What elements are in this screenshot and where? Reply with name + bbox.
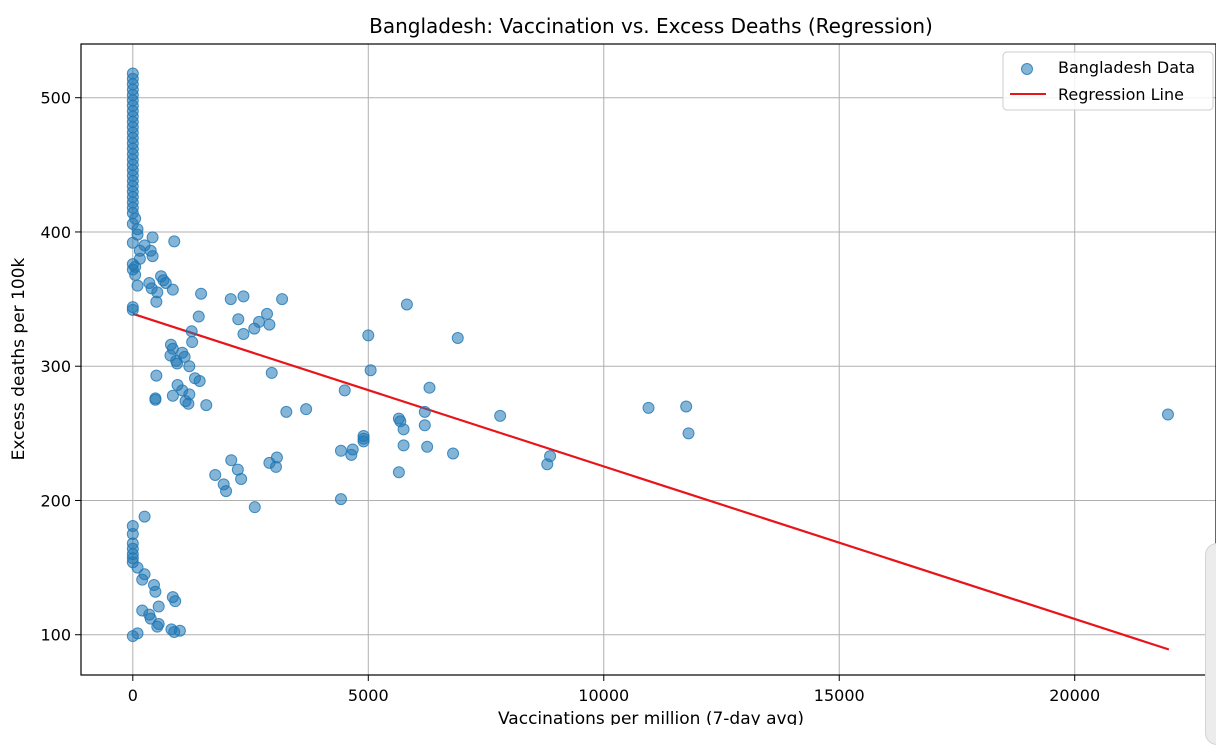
scatter-point <box>235 472 248 485</box>
y-tick-label: 100 <box>40 626 71 645</box>
legend-scatter-label: Bangladesh Data <box>1058 58 1195 77</box>
scatter-point <box>225 454 238 467</box>
scatter-point <box>151 620 164 633</box>
scatter-point <box>166 389 179 402</box>
x-axis-label: Vaccinations per million (7-day avg) <box>498 709 804 725</box>
scatter-point <box>129 268 142 281</box>
scatter-point <box>269 460 282 473</box>
scatter-point <box>362 329 375 342</box>
scatter-point <box>138 510 151 523</box>
x-tick-label: 10000 <box>578 686 629 705</box>
plot-frame <box>80 43 1216 676</box>
scatter-point <box>451 332 464 345</box>
scatter-point <box>541 458 554 471</box>
scatter-point <box>276 293 289 306</box>
scatter-point <box>494 409 507 422</box>
scatter-point <box>263 318 276 331</box>
scatter-point <box>248 501 261 514</box>
scatter-point <box>421 440 434 453</box>
scatter-point <box>334 493 347 506</box>
y-axis: 100 200 300 400 500 <box>40 89 81 645</box>
chart-title: Bangladesh: Vaccination vs. Excess Death… <box>369 14 933 38</box>
scatter-point <box>300 403 313 416</box>
scatter-point <box>261 307 274 320</box>
scatter-point <box>280 405 293 418</box>
y-tick-label: 500 <box>40 89 71 108</box>
scatter-point <box>169 595 182 608</box>
scatter-point <box>418 419 431 432</box>
regression-series <box>132 312 1170 651</box>
scatter-point <box>131 279 144 292</box>
scatter-point <box>447 447 460 460</box>
grid-lines <box>81 44 1216 675</box>
scatter-point <box>364 364 377 377</box>
scatter-point <box>146 250 159 263</box>
scatter-point <box>185 325 198 338</box>
scatter-point <box>126 303 139 316</box>
scatter-point <box>220 485 233 498</box>
scatter-point <box>192 310 205 323</box>
scatter-point <box>423 381 436 394</box>
legend-scatter-marker <box>1021 63 1033 75</box>
scatter-point <box>195 287 208 300</box>
scatter-point <box>186 336 199 349</box>
regression-line <box>132 312 1170 651</box>
scatter-point <box>146 231 159 244</box>
x-tick-label: 20000 <box>1049 686 1100 705</box>
scatter-point <box>168 235 181 248</box>
scatter-point <box>1161 408 1174 421</box>
scatter-point <box>400 298 413 311</box>
y-tick-label: 200 <box>40 491 71 510</box>
scatter-point <box>232 313 245 326</box>
scatter-point <box>183 360 196 373</box>
scatter-point <box>152 600 165 613</box>
y-tick-label: 300 <box>40 357 71 376</box>
scatter-point <box>345 448 358 461</box>
scatter-point <box>149 393 162 406</box>
side-panel-handle[interactable] <box>1205 543 1216 745</box>
scatter-point <box>193 374 206 387</box>
scatter-point <box>397 423 410 436</box>
scatter-point <box>209 468 222 481</box>
scatter-point <box>642 401 655 414</box>
scatter-point <box>149 585 162 598</box>
scatter-point <box>682 427 695 440</box>
scatter-point <box>237 290 250 303</box>
y-axis-label: Excess deaths per 100k <box>9 257 29 460</box>
chart: Bangladesh: Vaccination vs. Excess Death… <box>9 14 1216 725</box>
scatter-point <box>265 366 278 379</box>
scatter-point <box>237 327 250 340</box>
scatter-point <box>136 573 149 586</box>
scatter-point <box>126 630 139 643</box>
scatter-point <box>182 397 195 410</box>
scatter-point <box>168 626 181 639</box>
scatter-point <box>397 439 410 452</box>
x-tick-label: 0 <box>128 686 138 705</box>
x-tick-label: 15000 <box>814 686 865 705</box>
legend-line-label: Regression Line <box>1058 85 1184 104</box>
scatter-series <box>126 67 1174 643</box>
scatter-point <box>150 295 163 308</box>
x-axis: 0 5000 10000 15000 20000 <box>128 675 1100 705</box>
scatter-point <box>171 357 184 370</box>
x-tick-label: 5000 <box>348 686 389 705</box>
scatter-point <box>680 400 693 413</box>
scatter-point <box>418 405 431 418</box>
scatter-point <box>200 399 213 412</box>
scatter-point <box>334 444 347 457</box>
scatter-point <box>357 435 370 448</box>
legend: Bangladesh Data Regression Line <box>1002 51 1214 111</box>
scatter-point <box>159 276 172 289</box>
scatter-point <box>338 384 351 397</box>
scatter-point <box>126 236 139 249</box>
scatter-point <box>392 466 405 479</box>
scatter-point <box>150 369 163 382</box>
y-tick-label: 400 <box>40 223 71 242</box>
scatter-point <box>224 293 237 306</box>
legend-box <box>1002 51 1214 111</box>
